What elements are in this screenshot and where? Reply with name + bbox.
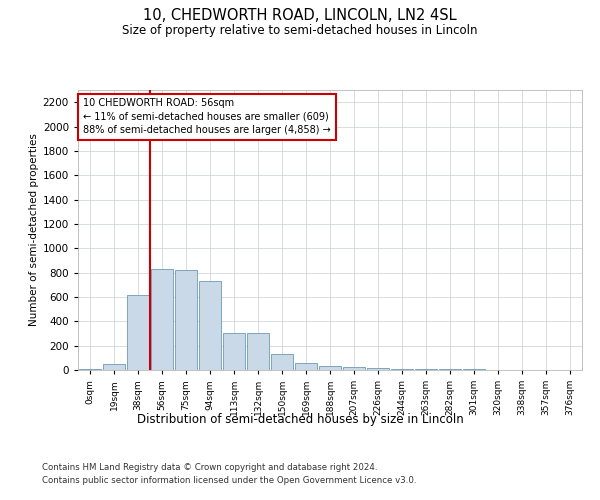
Bar [271, 354, 293, 370]
Y-axis label: Number of semi-detached properties: Number of semi-detached properties [29, 134, 38, 326]
Text: Distribution of semi-detached houses by size in Lincoln: Distribution of semi-detached houses by … [137, 412, 463, 426]
Bar [319, 366, 341, 370]
Bar [223, 333, 245, 370]
Bar [295, 362, 317, 370]
Bar [151, 269, 173, 370]
Text: Contains public sector information licensed under the Open Government Licence v3: Contains public sector information licen… [42, 476, 416, 485]
Text: 10 CHEDWORTH ROAD: 56sqm
← 11% of semi-detached houses are smaller (609)
88% of : 10 CHEDWORTH ROAD: 56sqm ← 11% of semi-d… [83, 98, 331, 135]
Text: Size of property relative to semi-detached houses in Lincoln: Size of property relative to semi-detach… [122, 24, 478, 37]
Bar [175, 270, 197, 370]
Bar [367, 368, 389, 370]
Text: Contains HM Land Registry data © Crown copyright and database right 2024.: Contains HM Land Registry data © Crown c… [42, 462, 377, 471]
Bar [127, 294, 149, 370]
Text: 10, CHEDWORTH ROAD, LINCOLN, LN2 4SL: 10, CHEDWORTH ROAD, LINCOLN, LN2 4SL [143, 8, 457, 22]
Bar [343, 367, 365, 370]
Bar [247, 333, 269, 370]
Bar [199, 281, 221, 370]
Bar [103, 364, 125, 370]
